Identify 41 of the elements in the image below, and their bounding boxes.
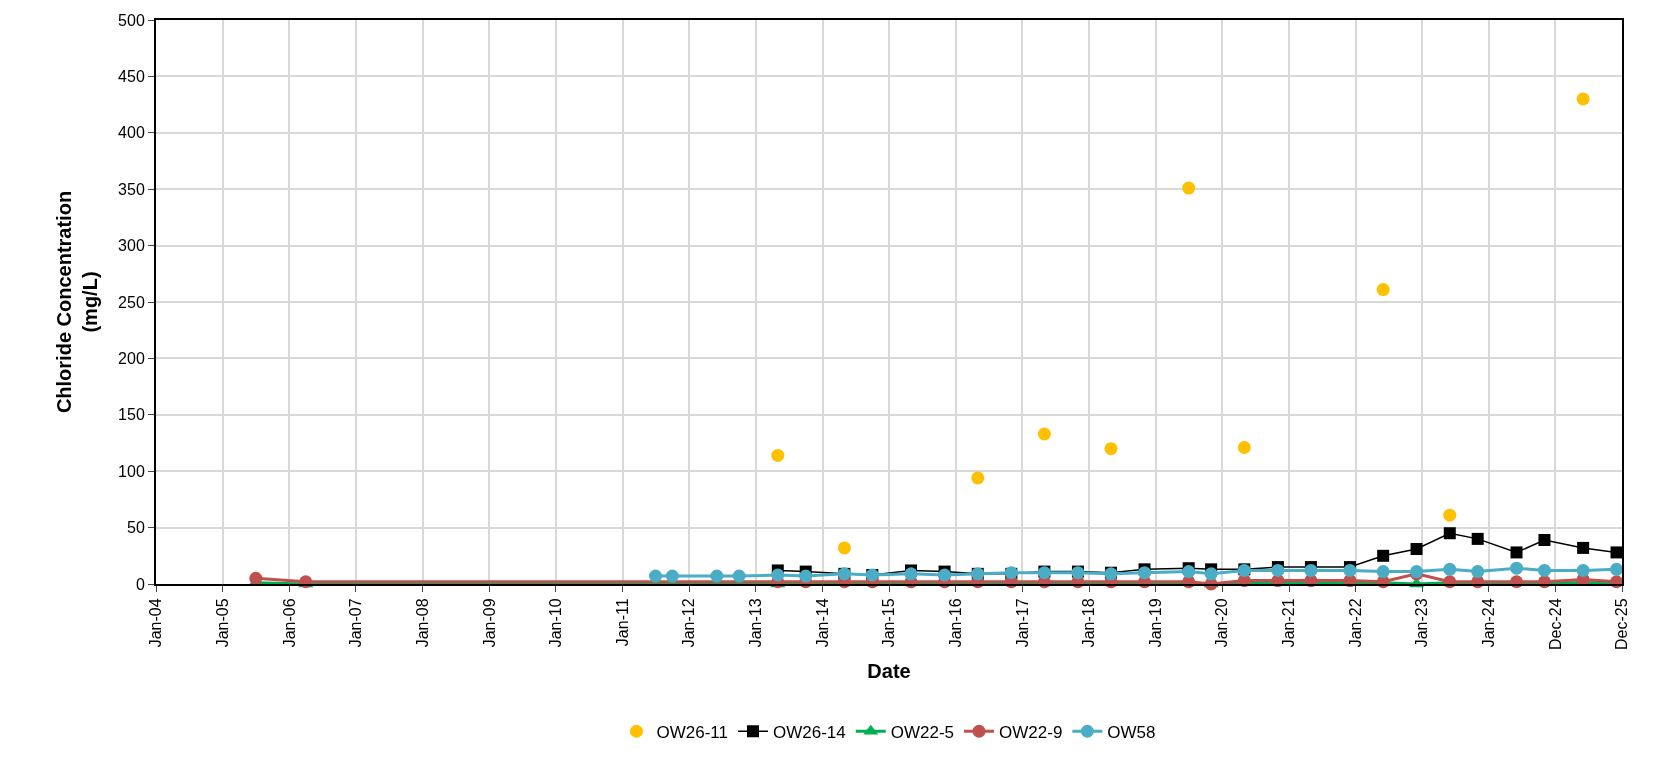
y-tick-label: 0: [135, 575, 145, 593]
x-tick-label: Jan-23: [1413, 598, 1431, 648]
legend-label: OW22-9: [999, 722, 1063, 742]
x-tick-label: Jan-10: [547, 598, 565, 648]
y-tick-label: 150: [118, 406, 145, 424]
x-tick-label: Jan-17: [1013, 598, 1031, 648]
x-tick-label: Jan-15: [880, 598, 898, 648]
y-tick-label: 50: [127, 519, 145, 537]
x-tick-label: Jan-14: [813, 598, 831, 648]
x-tick-label: Jan-07: [347, 598, 365, 648]
y-tick-label: 500: [118, 11, 145, 29]
y-tick-label: 300: [118, 237, 145, 255]
y-tick-label: 450: [118, 68, 145, 85]
legend-label: OW26-14: [773, 722, 846, 742]
x-tick-label: Jan-05: [213, 598, 231, 648]
x-tick-label: Jan-09: [480, 598, 498, 648]
y-tick-label: 350: [118, 180, 145, 198]
y-tick-label: 200: [118, 350, 145, 367]
x-tick-label: Jan-13: [747, 598, 765, 648]
x-tick-label: Jan-24: [1480, 598, 1498, 648]
x-tick-label: Jan-20: [1213, 598, 1231, 648]
x-tick-label: Jan-16: [946, 598, 964, 648]
y-tick-label: 100: [118, 462, 145, 480]
x-tick-label: Jan-08: [413, 598, 431, 648]
x-tick-label: Jan-21: [1280, 598, 1298, 648]
x-tick-label: Dec-24: [1546, 598, 1564, 650]
x-tick-label: Jan-04: [147, 598, 165, 648]
y-axis-title: Chloride Concentration (mg/L): [53, 190, 102, 414]
x-tick-label: Jan-11: [613, 598, 631, 647]
legend-label: OW26-11: [656, 722, 728, 742]
x-tick-label: Dec-25: [1613, 598, 1631, 650]
y-tick-label: 250: [118, 293, 145, 311]
x-tick-label: Jan-19: [1146, 598, 1164, 648]
y-tick-label: 400: [118, 124, 145, 142]
x-axis-title: Date: [867, 659, 911, 682]
x-tick-label: Jan-22: [1346, 598, 1364, 648]
x-tick-label: Jan-18: [1080, 598, 1098, 648]
legend-label: OW22-5: [890, 722, 955, 742]
legend-label: OW58: [1107, 722, 1156, 742]
x-tick-label: Jan-12: [680, 598, 698, 648]
x-tick-label: Jan-06: [280, 598, 298, 648]
